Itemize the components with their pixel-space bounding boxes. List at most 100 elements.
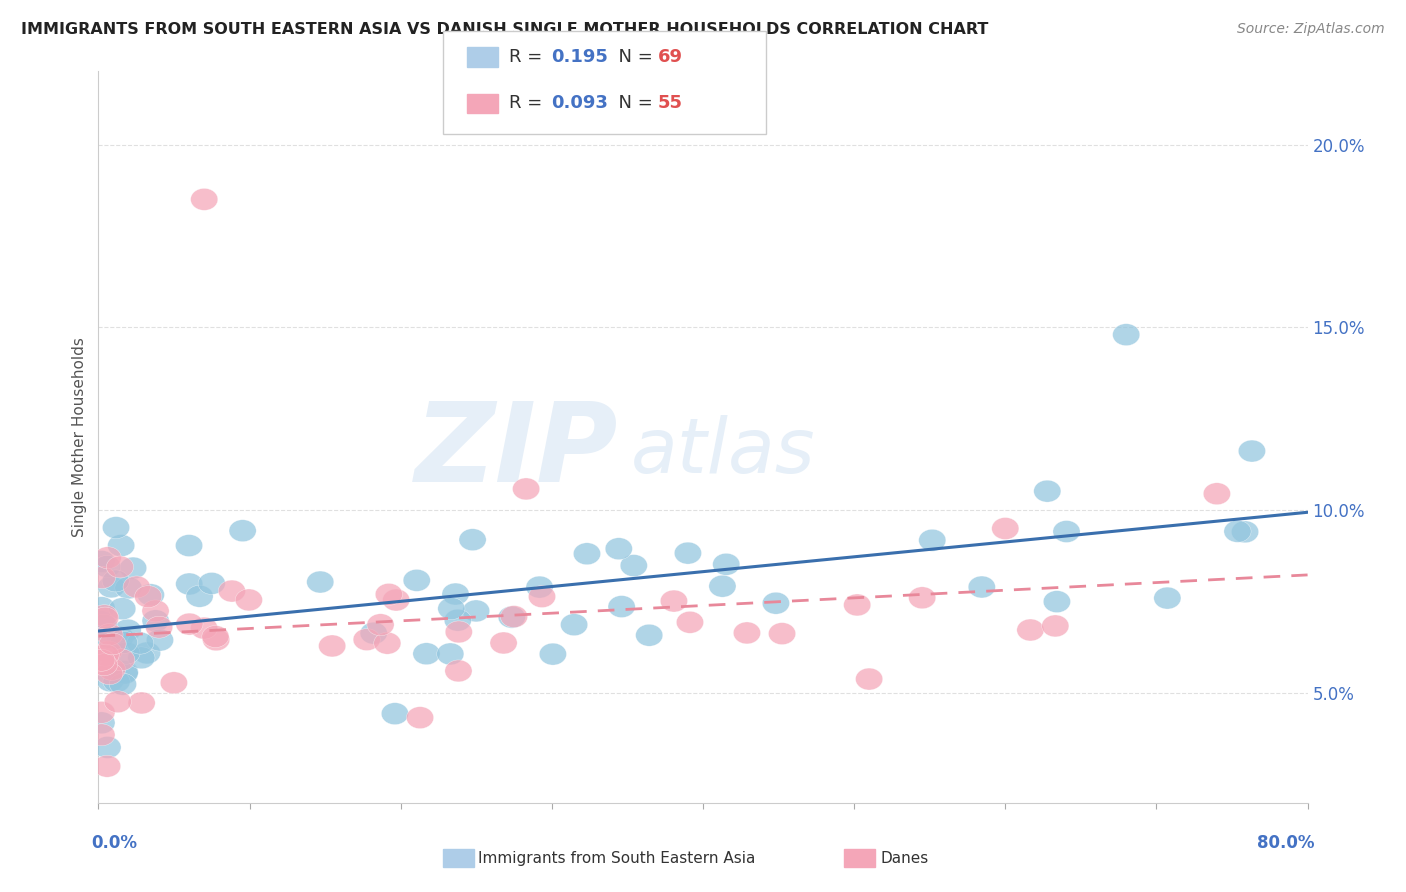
Ellipse shape xyxy=(87,649,115,672)
Ellipse shape xyxy=(636,624,662,646)
Ellipse shape xyxy=(94,756,121,777)
Ellipse shape xyxy=(127,632,153,654)
Ellipse shape xyxy=(676,611,703,633)
Ellipse shape xyxy=(107,626,134,648)
Ellipse shape xyxy=(1017,619,1045,641)
Ellipse shape xyxy=(607,596,636,617)
Ellipse shape xyxy=(97,670,124,692)
Ellipse shape xyxy=(1033,480,1062,502)
Y-axis label: Single Mother Households: Single Mother Households xyxy=(72,337,87,537)
Ellipse shape xyxy=(762,592,790,615)
Ellipse shape xyxy=(111,661,138,682)
Ellipse shape xyxy=(91,605,118,627)
Ellipse shape xyxy=(112,642,141,665)
Ellipse shape xyxy=(186,585,214,607)
Ellipse shape xyxy=(190,617,218,639)
Ellipse shape xyxy=(1223,520,1251,542)
Text: 80.0%: 80.0% xyxy=(1257,834,1315,852)
Text: 55: 55 xyxy=(658,95,683,112)
Ellipse shape xyxy=(87,611,115,632)
Ellipse shape xyxy=(94,641,122,663)
Ellipse shape xyxy=(98,658,125,681)
Ellipse shape xyxy=(98,633,127,655)
Ellipse shape xyxy=(87,597,115,619)
Ellipse shape xyxy=(444,609,471,632)
Ellipse shape xyxy=(382,589,409,611)
Ellipse shape xyxy=(734,622,761,644)
Ellipse shape xyxy=(110,632,138,653)
Ellipse shape xyxy=(661,591,688,612)
Ellipse shape xyxy=(128,692,155,714)
Ellipse shape xyxy=(135,586,162,607)
Ellipse shape xyxy=(120,558,146,579)
Ellipse shape xyxy=(90,615,118,636)
Ellipse shape xyxy=(94,626,122,648)
Ellipse shape xyxy=(991,517,1019,540)
Ellipse shape xyxy=(969,576,995,598)
Ellipse shape xyxy=(191,188,218,211)
Text: 0.195: 0.195 xyxy=(551,48,607,66)
Ellipse shape xyxy=(918,529,946,551)
Ellipse shape xyxy=(91,607,118,629)
Ellipse shape xyxy=(108,598,136,620)
Ellipse shape xyxy=(97,576,125,598)
Ellipse shape xyxy=(1053,521,1080,542)
Text: R =: R = xyxy=(509,48,548,66)
Ellipse shape xyxy=(1043,591,1070,613)
Ellipse shape xyxy=(108,648,135,671)
Ellipse shape xyxy=(103,671,131,692)
Ellipse shape xyxy=(87,712,115,734)
Ellipse shape xyxy=(176,534,202,557)
Ellipse shape xyxy=(94,547,121,569)
Ellipse shape xyxy=(444,660,472,681)
Ellipse shape xyxy=(353,629,381,650)
Ellipse shape xyxy=(134,642,160,664)
Ellipse shape xyxy=(198,573,225,594)
Ellipse shape xyxy=(176,613,202,635)
Ellipse shape xyxy=(93,556,121,577)
Ellipse shape xyxy=(87,550,115,573)
Ellipse shape xyxy=(1042,615,1069,637)
Ellipse shape xyxy=(103,516,129,539)
Ellipse shape xyxy=(374,632,401,654)
Ellipse shape xyxy=(620,555,647,576)
Text: 0.0%: 0.0% xyxy=(91,834,138,852)
Ellipse shape xyxy=(574,543,600,565)
Text: R =: R = xyxy=(509,95,548,112)
Ellipse shape xyxy=(94,737,121,758)
Ellipse shape xyxy=(96,663,122,685)
Ellipse shape xyxy=(89,566,115,589)
Ellipse shape xyxy=(90,654,118,676)
Ellipse shape xyxy=(855,668,883,690)
Ellipse shape xyxy=(202,629,229,651)
Ellipse shape xyxy=(381,703,409,724)
Ellipse shape xyxy=(145,616,173,638)
Ellipse shape xyxy=(375,583,402,606)
Ellipse shape xyxy=(437,598,465,620)
Ellipse shape xyxy=(540,643,567,665)
Ellipse shape xyxy=(908,587,936,608)
Ellipse shape xyxy=(103,570,129,592)
Ellipse shape xyxy=(463,600,489,622)
Ellipse shape xyxy=(675,542,702,564)
Ellipse shape xyxy=(146,629,173,651)
Ellipse shape xyxy=(1239,440,1265,462)
Text: Danes: Danes xyxy=(880,851,928,865)
Text: N =: N = xyxy=(607,95,659,112)
Ellipse shape xyxy=(498,607,526,628)
Ellipse shape xyxy=(111,662,138,684)
Ellipse shape xyxy=(128,647,155,669)
Ellipse shape xyxy=(107,556,134,578)
Ellipse shape xyxy=(1112,324,1140,346)
Ellipse shape xyxy=(501,606,527,628)
Text: Source: ZipAtlas.com: Source: ZipAtlas.com xyxy=(1237,22,1385,37)
Ellipse shape xyxy=(142,600,169,622)
Ellipse shape xyxy=(441,583,470,605)
Ellipse shape xyxy=(709,575,735,597)
Text: N =: N = xyxy=(607,48,659,66)
Ellipse shape xyxy=(87,701,115,723)
Ellipse shape xyxy=(160,672,187,694)
Ellipse shape xyxy=(307,571,333,593)
Ellipse shape xyxy=(218,580,246,602)
Ellipse shape xyxy=(1154,587,1181,609)
